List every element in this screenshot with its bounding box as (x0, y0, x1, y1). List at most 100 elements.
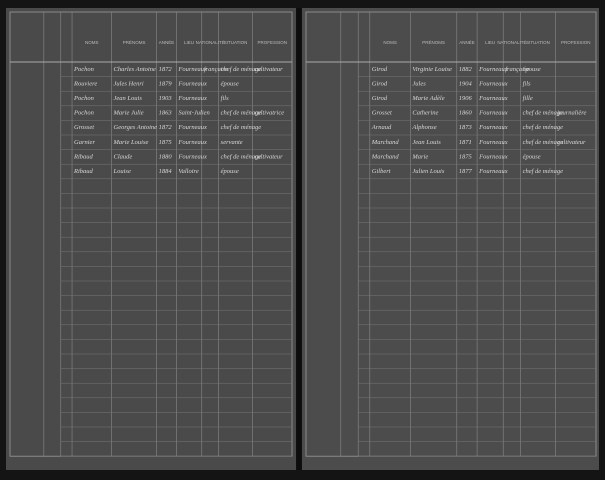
handwritten-entry: Fourneaux (478, 153, 508, 160)
handwritten-entry: épouse (221, 80, 239, 87)
handwritten-entry: Catherine (412, 110, 438, 117)
handwritten-entry: 1863 (159, 110, 173, 117)
handwritten-entry: chef de ménage (523, 110, 564, 117)
handwritten-entry: chef de ménage (523, 168, 564, 175)
handwritten-entry: servante (221, 139, 243, 146)
handwritten-entry: Girod (372, 95, 388, 102)
handwritten-entry: Garnier (74, 139, 95, 146)
handwritten-entry: Julien Louis (412, 168, 444, 175)
handwritten-entry: Jules Henri (114, 80, 144, 87)
handwritten-entry: Gilbert (372, 168, 391, 175)
handwritten-entry: fils (523, 80, 531, 87)
handwritten-entry: Ribaud (73, 153, 94, 160)
handwritten-entry: Marie Adèle (411, 95, 444, 102)
handwritten-entry: Valloire (178, 168, 198, 175)
handwritten-entry: française (505, 66, 529, 73)
handwritten-entry: Fourneaux (478, 139, 508, 146)
handwritten-entry: 1875 (459, 153, 473, 160)
handwritten-entry: 1872 (159, 124, 173, 131)
handwritten-entry: 1875 (159, 139, 173, 146)
column-header: SITUATION (224, 40, 248, 45)
handwritten-entry: 1904 (459, 80, 473, 87)
left-page (6, 8, 296, 470)
handwritten-entry: épouse (523, 153, 541, 160)
handwritten-entry: Marie (411, 153, 428, 160)
column-header: NOMS (85, 40, 99, 45)
handwritten-entry: Fourneaux (177, 153, 207, 160)
handwritten-entry: fille (523, 95, 533, 102)
handwritten-entry: Fourneaux (177, 95, 207, 102)
handwritten-entry: chef de ménage (523, 139, 564, 146)
handwritten-entry: Jean Louis (114, 95, 143, 102)
handwritten-entry: Fourneaux (478, 66, 508, 73)
handwritten-entry: cultivatrice (255, 110, 285, 117)
handwritten-entry: française (204, 66, 228, 73)
right-page (302, 8, 599, 470)
column-header: SITUATION (526, 40, 550, 45)
handwritten-entry: Fourneaux (478, 110, 508, 117)
handwritten-entry: 1884 (159, 168, 173, 175)
handwritten-entry: Saint-Julien (178, 110, 209, 117)
handwritten-entry: Marchand (371, 153, 400, 160)
handwritten-entry: 1871 (459, 139, 472, 146)
handwritten-entry: 1872 (159, 66, 173, 73)
handwritten-entry: 1906 (459, 95, 473, 102)
handwritten-entry: Alphonse (411, 124, 436, 131)
handwritten-entry: 1877 (459, 168, 473, 175)
handwritten-entry: fils (221, 95, 229, 102)
handwritten-entry: Charles Antoine (114, 66, 156, 73)
column-header: PRÉNOMS (123, 39, 146, 45)
handwritten-entry: Grosset (74, 124, 94, 131)
column-header: LIEU (184, 40, 194, 45)
handwritten-entry: Grosset (372, 110, 392, 117)
handwritten-entry: Virginie Louise (412, 66, 452, 73)
handwritten-entry: Marie Julie (113, 110, 144, 117)
column-header: PRÉNOMS (422, 39, 445, 45)
handwritten-entry: Arnaud (371, 124, 392, 131)
handwritten-entry: Fourneaux (478, 168, 508, 175)
handwritten-entry: cultivateur (557, 139, 586, 146)
column-header: PROFESSION (258, 40, 288, 45)
column-header: ANNÉE (159, 39, 175, 45)
handwritten-entry: Girod (372, 66, 388, 73)
handwritten-entry: Marchand (371, 139, 400, 146)
handwritten-entry: chef de ménage (221, 66, 262, 73)
handwritten-entry: Marie Louise (113, 139, 149, 146)
handwritten-entry: Girod (372, 80, 388, 87)
handwritten-entry: chef de ménage (523, 124, 564, 131)
handwritten-entry: Louise (113, 168, 131, 175)
handwritten-entry: Ribaud (73, 168, 94, 175)
column-header: PROFESSION (561, 40, 591, 45)
column-header: NATIONALITÉ (497, 39, 526, 45)
handwritten-entry: Fourneaux (478, 80, 508, 87)
handwritten-entry: cultivateur (255, 66, 284, 73)
handwritten-entry: 1879 (159, 80, 173, 87)
handwritten-entry: Pochon (73, 110, 94, 117)
column-header: NATIONALITÉ (196, 39, 225, 45)
handwritten-entry: Fourneaux (177, 80, 207, 87)
column-header: NOMS (383, 40, 397, 45)
handwritten-entry: Georges Antoine (114, 124, 158, 131)
handwritten-entry: Jules (412, 80, 426, 87)
handwritten-entry: Claude (114, 153, 133, 160)
column-header: ANNÉE (459, 39, 475, 45)
handwritten-entry: Pochon (73, 95, 94, 102)
handwritten-entry: Fourneaux (177, 139, 207, 146)
handwritten-entry: 1880 (159, 153, 173, 160)
handwritten-entry: chef de ménage (221, 153, 262, 160)
column-header: LIEU (485, 40, 495, 45)
handwritten-entry: Fourneaux (478, 124, 508, 131)
handwritten-entry: Rouviere (73, 80, 97, 87)
handwritten-entry: Fourneaux (177, 124, 207, 131)
handwritten-entry: épouse (221, 168, 239, 175)
handwritten-entry: chef de ménage (221, 110, 262, 117)
handwritten-entry: journalière (556, 110, 586, 117)
handwritten-entry: Jean Louis (412, 139, 441, 146)
handwritten-entry: épouse (523, 66, 541, 73)
handwritten-entry: chef de ménage (221, 124, 262, 131)
handwritten-entry: 1882 (459, 66, 473, 73)
handwritten-entry: Fourneaux (177, 66, 207, 73)
handwritten-entry: Pochon (73, 66, 94, 73)
handwritten-entry: 1873 (459, 124, 473, 131)
